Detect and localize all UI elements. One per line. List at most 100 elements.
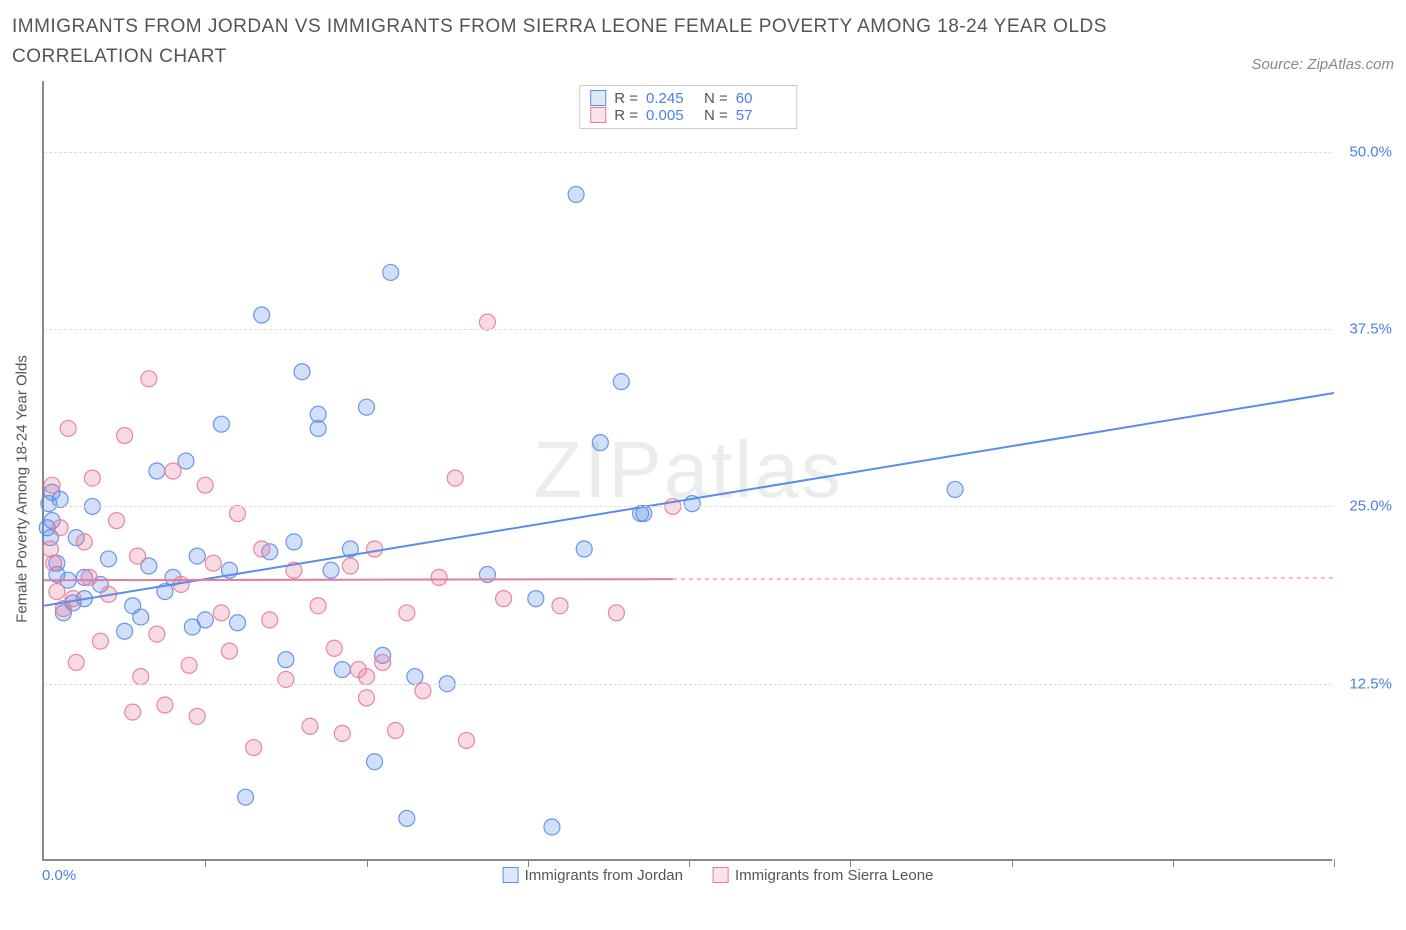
data-point xyxy=(323,562,339,578)
y-tick-label: 37.5% xyxy=(1349,320,1392,337)
data-point xyxy=(65,590,81,606)
trend-line-extension xyxy=(673,578,1334,579)
data-point xyxy=(359,399,375,415)
data-point xyxy=(42,541,58,557)
data-point xyxy=(230,505,246,521)
data-point xyxy=(149,626,165,642)
y-tick-label: 50.0% xyxy=(1349,143,1392,160)
data-point xyxy=(130,548,146,564)
data-point xyxy=(133,668,149,684)
data-point xyxy=(399,605,415,621)
data-point xyxy=(310,406,326,422)
trend-line xyxy=(44,393,1334,606)
trend-line xyxy=(44,579,673,580)
data-point xyxy=(375,654,391,670)
data-point xyxy=(359,668,375,684)
data-point xyxy=(576,541,592,557)
data-point xyxy=(383,264,399,280)
legend-r-label: R = xyxy=(614,107,638,124)
x-tick xyxy=(689,859,690,867)
legend-swatch xyxy=(590,107,606,123)
data-point xyxy=(68,654,84,670)
legend-series-label: Immigrants from Jordan xyxy=(525,867,683,884)
data-point xyxy=(592,434,608,450)
data-point xyxy=(125,704,141,720)
data-point xyxy=(334,725,350,741)
data-point xyxy=(326,640,342,656)
gridline xyxy=(44,329,1332,330)
data-point xyxy=(278,651,294,667)
legend-item: Immigrants from Sierra Leone xyxy=(713,867,933,884)
data-point xyxy=(117,623,133,639)
data-point xyxy=(334,661,350,677)
data-point xyxy=(197,477,213,493)
data-point xyxy=(947,481,963,497)
gridline xyxy=(44,506,1332,507)
legend-swatch xyxy=(713,867,729,883)
data-point xyxy=(117,427,133,443)
legend-swatch xyxy=(590,90,606,106)
data-point xyxy=(278,671,294,687)
series-legend: Immigrants from Jordan Immigrants from Si… xyxy=(503,867,934,884)
gridline xyxy=(44,152,1332,153)
legend-n-value: 60 xyxy=(736,90,786,107)
data-point xyxy=(205,555,221,571)
data-point xyxy=(230,615,246,631)
data-point xyxy=(568,186,584,202)
gridline xyxy=(44,684,1332,685)
y-tick-label: 12.5% xyxy=(1349,675,1392,692)
data-point xyxy=(149,463,165,479)
data-point xyxy=(544,819,560,835)
data-point xyxy=(528,590,544,606)
legend-r-value: 0.005 xyxy=(646,107,696,124)
data-point xyxy=(496,590,512,606)
data-point xyxy=(367,541,383,557)
data-point xyxy=(101,551,117,567)
plot-area: ZIPatlas R =0.245N =60R =0.005N =57 12.5… xyxy=(42,81,1332,861)
data-point xyxy=(359,690,375,706)
data-point xyxy=(84,470,100,486)
data-point xyxy=(415,683,431,699)
data-point xyxy=(342,558,358,574)
source-label: Source: ZipAtlas.com xyxy=(1251,56,1394,73)
x-axis-min-label: 0.0% xyxy=(42,867,76,884)
legend-row: R =0.245N =60 xyxy=(590,90,786,107)
x-tick xyxy=(1334,859,1335,867)
data-point xyxy=(92,633,108,649)
data-point xyxy=(407,668,423,684)
x-tick xyxy=(1012,859,1013,867)
data-point xyxy=(262,612,278,628)
data-point xyxy=(246,739,262,755)
legend-series-label: Immigrants from Sierra Leone xyxy=(735,867,933,884)
data-point xyxy=(302,718,318,734)
x-tick xyxy=(528,859,529,867)
y-axis-label: Female Poverty Among 18-24 Year Olds xyxy=(14,355,31,623)
data-point xyxy=(294,364,310,380)
x-tick xyxy=(367,859,368,867)
legend-r-value: 0.245 xyxy=(646,90,696,107)
data-point xyxy=(109,512,125,528)
x-tick xyxy=(1173,859,1174,867)
data-point xyxy=(197,612,213,628)
x-tick xyxy=(205,859,206,867)
data-point xyxy=(388,722,404,738)
data-point xyxy=(479,314,495,330)
data-point xyxy=(447,470,463,486)
data-point xyxy=(133,609,149,625)
data-point xyxy=(44,477,60,493)
data-point xyxy=(238,789,254,805)
data-point xyxy=(399,810,415,826)
chart-title: IMMIGRANTS FROM JORDAN VS IMMIGRANTS FRO… xyxy=(12,12,1132,73)
data-point xyxy=(608,605,624,621)
data-point xyxy=(141,371,157,387)
legend-row: R =0.005N =57 xyxy=(590,107,786,124)
data-point xyxy=(552,598,568,614)
data-point xyxy=(189,708,205,724)
data-point xyxy=(286,534,302,550)
data-point xyxy=(310,598,326,614)
data-point xyxy=(60,420,76,436)
legend-n-label: N = xyxy=(704,107,728,124)
data-point xyxy=(49,583,65,599)
data-point xyxy=(165,463,181,479)
data-point xyxy=(52,520,68,536)
